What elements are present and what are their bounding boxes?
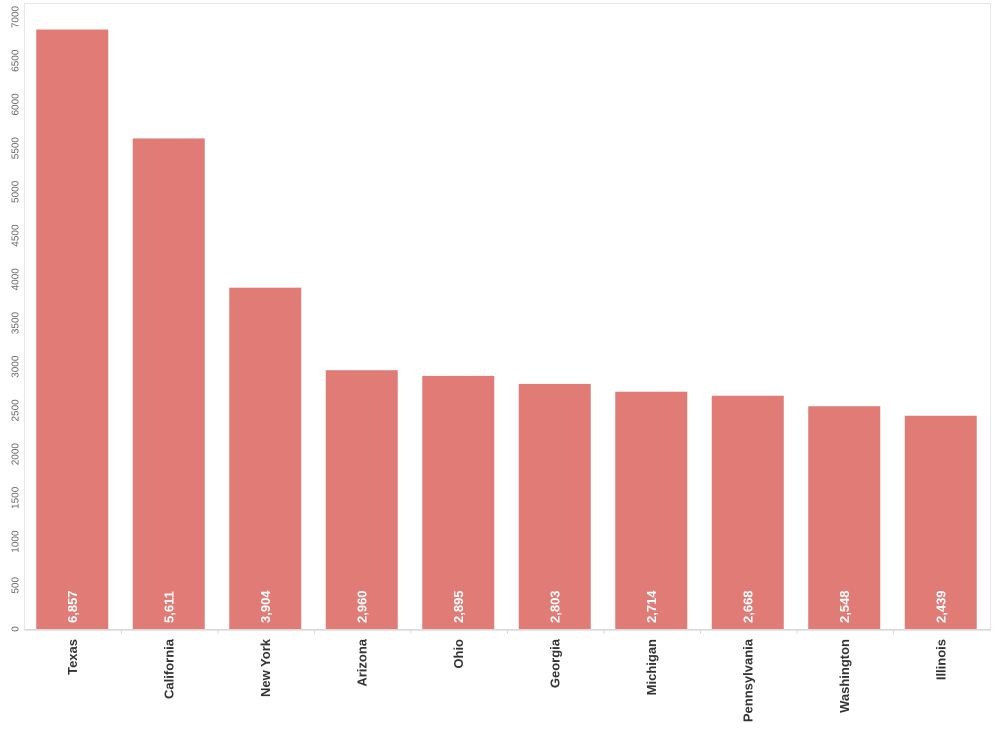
- category-label: Georgia: [547, 638, 562, 688]
- y-tick-label: 500: [11, 577, 22, 594]
- bar[interactable]: [711, 395, 784, 629]
- category-label: Washington: [837, 639, 852, 713]
- bar[interactable]: [229, 287, 302, 629]
- bar[interactable]: [422, 375, 495, 629]
- category-label: Michigan: [644, 639, 659, 695]
- y-tick-label: 0: [11, 626, 22, 632]
- bar-value-label: 2,439: [933, 590, 948, 623]
- bar[interactable]: [904, 415, 977, 629]
- y-tick-label: 2500: [11, 399, 22, 422]
- bar[interactable]: [808, 406, 881, 629]
- y-tick-label: 1500: [11, 486, 22, 509]
- y-tick-label: 6500: [11, 49, 22, 72]
- bar-value-label: 6,857: [65, 590, 80, 623]
- bar[interactable]: [36, 29, 109, 630]
- bar-value-label: 5,611: [161, 591, 176, 623]
- category-label: Illinois: [933, 639, 948, 680]
- bar[interactable]: [615, 391, 688, 629]
- category-label: Pennsylvania: [740, 638, 755, 722]
- category-label: Arizona: [354, 638, 369, 686]
- y-tick-label: 3000: [11, 355, 22, 378]
- y-tick-label: 6000: [11, 93, 22, 116]
- bar-value-label: 2,960: [354, 590, 369, 623]
- bar[interactable]: [132, 138, 205, 629]
- y-tick-label: 3500: [11, 311, 22, 334]
- category-label: California: [161, 638, 176, 699]
- x-axis: Texas California New York Arizona Ohio Georgi…: [25, 629, 990, 722]
- y-tick-label: 4500: [11, 224, 22, 247]
- data-labels-group: 6,857 5,611 3,904 2,960 2,895 2,803 2,714 2,668…: [65, 590, 949, 623]
- category-label: New York: [258, 638, 273, 697]
- y-tick-label: 7000: [11, 5, 22, 28]
- category-label: Ohio: [451, 639, 466, 669]
- y-axis: 0 500 1000 1500 2000 2500 3000 3500 4000 4500 5000…: [11, 5, 22, 631]
- bars-group: [36, 29, 977, 630]
- bar-value-label: 3,904: [258, 590, 273, 623]
- y-tick-label: 1000: [11, 530, 22, 553]
- bar-value-label: 2,803: [547, 590, 562, 623]
- category-label: Texas: [65, 639, 80, 675]
- y-tick-label: 2000: [11, 443, 22, 466]
- bar[interactable]: [518, 383, 591, 629]
- y-tick-label: 5500: [11, 137, 22, 160]
- bar-value-label: 2,668: [740, 590, 755, 623]
- bar-value-label: 2,714: [644, 590, 659, 623]
- y-tick-label: 5000: [11, 180, 22, 203]
- bar[interactable]: [325, 370, 398, 629]
- y-tick-label: 4000: [11, 268, 22, 291]
- bar-value-label: 2,895: [451, 590, 466, 623]
- bar-value-label: 2,548: [837, 590, 852, 623]
